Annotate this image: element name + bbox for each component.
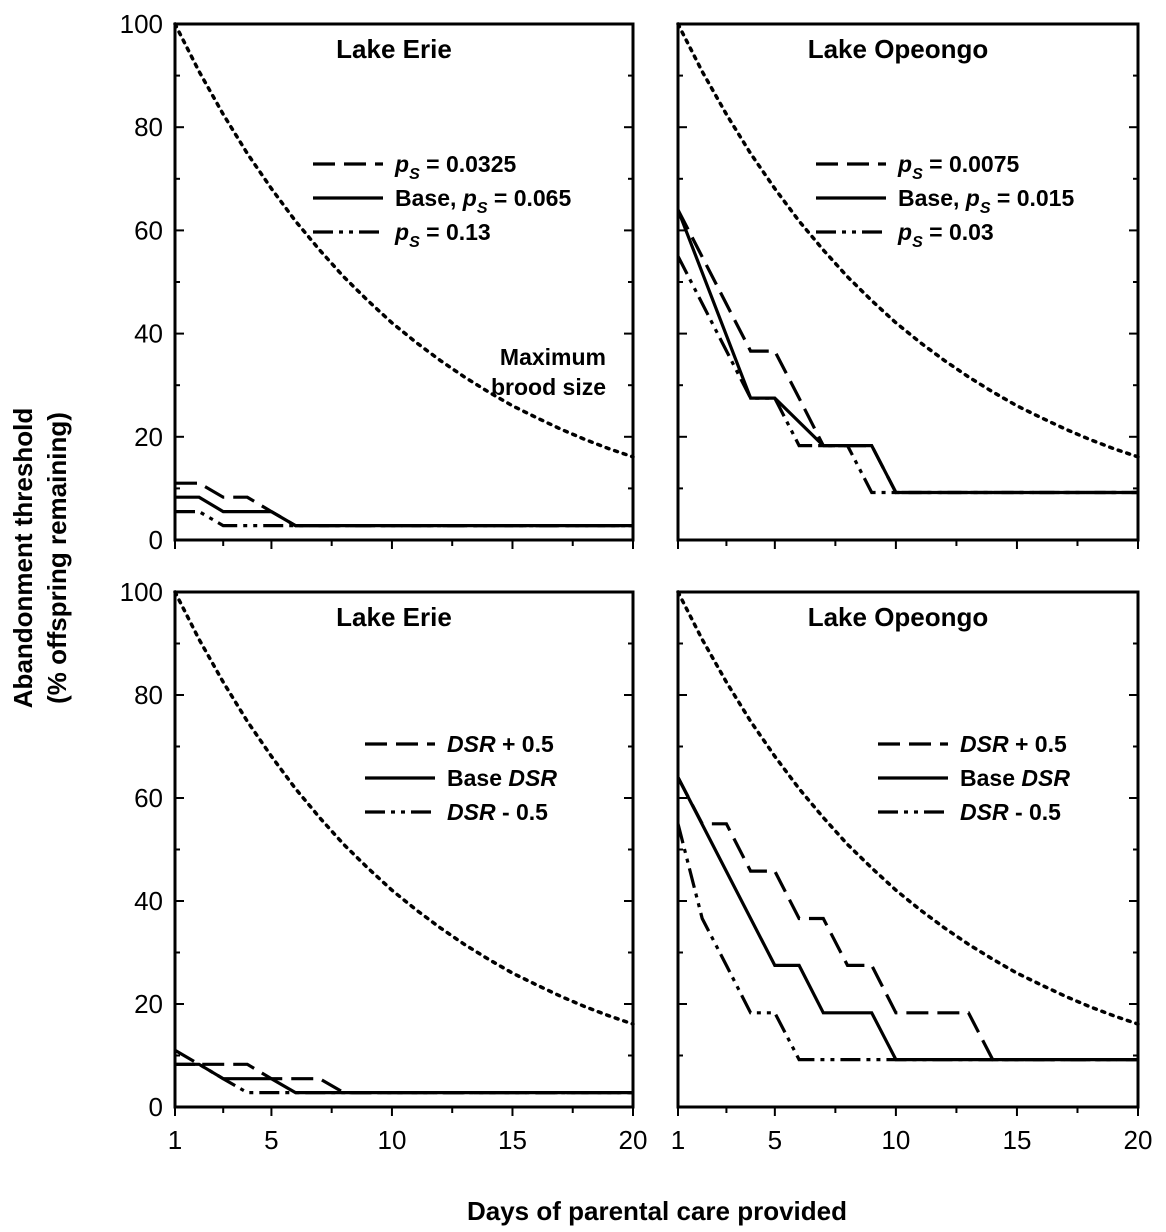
series-line-1 xyxy=(676,776,1138,1062)
plot-frame xyxy=(173,590,635,1109)
series-line-2 xyxy=(676,209,1138,495)
series-line-0 xyxy=(676,590,1140,1026)
x-tick-label: 1 xyxy=(168,1125,182,1155)
legend-entry: Base DSR xyxy=(447,765,557,791)
legend-entry: Base, pS = 0.065 xyxy=(395,185,571,217)
series-line-1 xyxy=(175,481,633,528)
series-line-2 xyxy=(676,776,1138,1062)
y-tick-label: 80 xyxy=(134,112,163,142)
legend-entry: DSR - 0.5 xyxy=(447,799,548,825)
x-axis-title: Days of parental care provided xyxy=(467,1196,847,1226)
plot-frame xyxy=(676,590,1140,1109)
x-tick-label: 5 xyxy=(768,1125,782,1155)
series-line-2 xyxy=(175,495,633,528)
series-line-3 xyxy=(676,823,1138,1062)
y-tick-label: 0 xyxy=(149,525,163,555)
panel-title: Lake Opeongo xyxy=(808,34,989,64)
y-tick-label: 40 xyxy=(134,886,163,916)
legend-entry: pS = 0.0325 xyxy=(394,151,517,183)
x-tick-label: 20 xyxy=(619,1125,648,1155)
x-tick-label: 1 xyxy=(671,1125,685,1155)
y-tick-label: 0 xyxy=(149,1092,163,1122)
panel-title: Lake Opeongo xyxy=(808,602,989,632)
series-line-0 xyxy=(676,22,1140,459)
x-tick-label: 15 xyxy=(498,1125,527,1155)
max-brood-annotation: Maximum xyxy=(500,344,606,370)
y-tick-label: 20 xyxy=(134,989,163,1019)
plot-frame xyxy=(173,22,635,542)
y-axis-title-line2: (% offspring remaining) xyxy=(42,412,72,704)
series-line-3 xyxy=(676,255,1138,495)
y-axis-title-line1: Abandonment threshold xyxy=(8,408,38,708)
series-line-3 xyxy=(175,1062,633,1095)
series-line-2 xyxy=(175,1062,633,1095)
y-tick-label: 20 xyxy=(134,422,163,452)
x-tick-label: 10 xyxy=(377,1125,406,1155)
y-tick-label: 60 xyxy=(134,215,163,245)
series-line-0 xyxy=(173,590,635,1026)
series-line-0 xyxy=(173,22,635,459)
y-tick-label: 100 xyxy=(120,577,163,607)
y-tick-label: 40 xyxy=(134,319,163,349)
x-tick-label: 10 xyxy=(881,1125,910,1155)
max-brood-annotation: brood size xyxy=(491,374,606,400)
legend-entry: DSR + 0.5 xyxy=(447,731,554,757)
legend-entry: pS = 0.0075 xyxy=(897,151,1020,183)
series-line-1 xyxy=(676,209,1138,495)
y-tick-label: 60 xyxy=(134,783,163,813)
x-tick-label: 5 xyxy=(264,1125,278,1155)
panel-title: Lake Erie xyxy=(336,34,452,64)
y-tick-label: 100 xyxy=(120,9,163,39)
legend-entry: DSR + 0.5 xyxy=(960,731,1067,757)
legend-entry: DSR - 0.5 xyxy=(960,799,1061,825)
legend-entry: pS = 0.13 xyxy=(394,219,491,251)
legend-entry: Base, pS = 0.015 xyxy=(898,185,1074,217)
legend-entry: Base DSR xyxy=(960,765,1070,791)
x-tick-label: 15 xyxy=(1002,1125,1031,1155)
y-tick-label: 80 xyxy=(134,680,163,710)
series-line-3 xyxy=(175,510,633,528)
panel-title: Lake Erie xyxy=(336,602,452,632)
legend-entry: pS = 0.03 xyxy=(897,219,994,251)
plot-frame xyxy=(676,22,1140,542)
series-line-1 xyxy=(174,1048,633,1095)
x-tick-label: 20 xyxy=(1124,1125,1153,1155)
